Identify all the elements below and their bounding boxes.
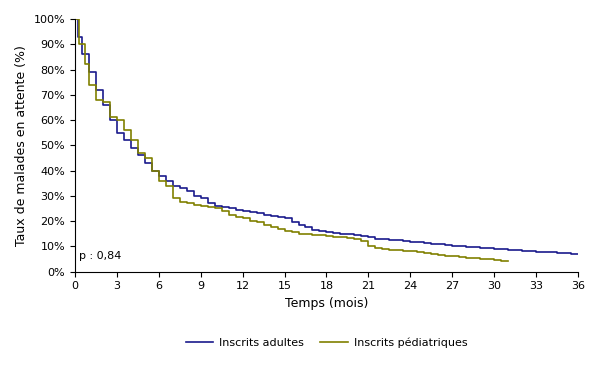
Line: Inscrits adultes: Inscrits adultes — [75, 19, 578, 254]
Inscrits pédiatriques — [351, 237, 358, 241]
Inscrits pédiatriques — [309, 232, 316, 237]
Inscrits adultes — [344, 232, 351, 236]
Inscrits pédiatriques — [281, 229, 288, 233]
Inscrits pédiatriques — [120, 128, 127, 132]
Inscrits adultes — [526, 249, 533, 254]
Inscrits adultes — [169, 183, 176, 188]
Y-axis label: Taux de malades en attente (%): Taux de malades en attente (%) — [15, 45, 28, 246]
Inscrits pédiatriques — [344, 236, 351, 240]
Inscrits adultes — [351, 232, 358, 237]
Inscrits pédiatriques — [71, 17, 79, 21]
Inscrits pédiatriques — [246, 219, 253, 223]
Legend: Inscrits adultes, Inscrits pédiatriques: Inscrits adultes, Inscrits pédiatriques — [181, 333, 472, 352]
Inscrits adultes — [71, 17, 79, 21]
Inscrits pédiatriques — [505, 259, 512, 264]
Inscrits adultes — [176, 186, 184, 190]
Inscrits adultes — [232, 207, 239, 212]
X-axis label: Temps (mois): Temps (mois) — [285, 297, 368, 310]
Inscrits adultes — [574, 252, 581, 257]
Line: Inscrits pédiatriques: Inscrits pédiatriques — [75, 19, 508, 261]
Text: p : 0,84: p : 0,84 — [79, 251, 121, 261]
